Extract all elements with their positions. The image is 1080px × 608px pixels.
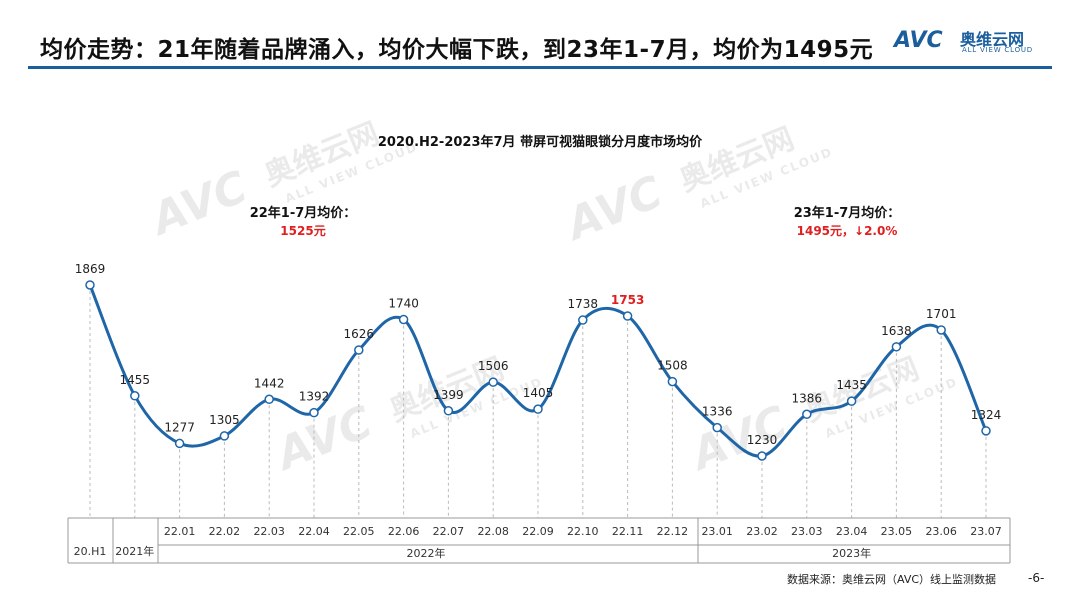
data-label: 1435 [836, 378, 867, 392]
category-tick-label: 22.08 [477, 525, 509, 538]
category-tick-label: 22.01 [164, 525, 196, 538]
data-label: 1399 [433, 388, 464, 402]
logo-cn-text: 奥维云网 [960, 30, 1025, 49]
chart-title: 2020.H2-2023年7月 带屏可视猫眼锁分月度市场均价 [378, 134, 703, 150]
data-label: 1701 [926, 307, 957, 321]
data-point [130, 391, 140, 401]
data-label: 1506 [478, 359, 509, 373]
data-label: 1638 [881, 324, 912, 338]
category-tick-label: 22.10 [567, 525, 599, 538]
watermark-mark: AVC [142, 161, 254, 246]
data-label: 1442 [254, 376, 285, 390]
annotation-heading: 23年1-7月均价： [794, 205, 901, 221]
category-tick-label: 2021年 [115, 544, 154, 558]
slide-title: 均价走势：21年随着品牌涌入，均价大幅下跌，到23年1-7月，均价为1495元 [40, 37, 874, 63]
category-tick-label: 22.05 [343, 525, 375, 538]
data-point [309, 407, 319, 418]
data-point [398, 314, 409, 325]
category-tick-label: 22.09 [522, 525, 554, 538]
category-tick-label: 20.H1 [74, 545, 107, 558]
data-point [85, 280, 95, 290]
data-point [533, 404, 543, 414]
category-tick-label: 22.04 [298, 525, 330, 538]
data-label: 1336 [702, 405, 733, 419]
watermark-mark: AVC [557, 166, 669, 251]
data-point [712, 422, 722, 433]
data-point [981, 426, 991, 436]
data-label: 1230 [747, 433, 778, 447]
category-tick-label: 22.06 [388, 525, 420, 538]
data-point [936, 325, 946, 335]
data-label: 1626 [344, 327, 375, 341]
data-label: 1869 [75, 262, 106, 276]
annotation-value: 1525元 [280, 224, 325, 238]
data-label: 1508 [657, 359, 688, 373]
data-point [354, 345, 364, 355]
category-tick-label: 22.03 [253, 525, 285, 538]
data-point [264, 394, 274, 405]
data-label: 1753 [611, 293, 644, 307]
data-label: 1324 [971, 408, 1002, 422]
category-tick-label: 22.11 [612, 525, 644, 538]
category-tick-label: 22.02 [209, 525, 241, 538]
data-point [667, 376, 678, 387]
data-point [174, 438, 185, 449]
data-point [622, 311, 633, 321]
data-label: 1455 [120, 373, 151, 387]
data-label: 1405 [523, 386, 554, 400]
data-label: 1738 [568, 297, 599, 311]
data-point [891, 342, 902, 352]
category-tick-label: 22.07 [433, 525, 465, 538]
data-label: 1277 [164, 420, 195, 434]
data-label: 1305 [209, 413, 240, 427]
data-point [488, 377, 498, 387]
annotation-value: 1495元，↓2.0% [797, 224, 898, 238]
category-axis: 20.H1 2021年 22.01 22.02 22.03 22.04 22.05 22.06… [67, 517, 1011, 564]
page-number: -6- [1028, 571, 1045, 585]
category-tick-label: 23.01 [701, 525, 733, 538]
data-point [443, 406, 454, 416]
category-tick-label: 23.07 [970, 525, 1002, 538]
category-tick-label: 22.12 [657, 525, 689, 538]
category-tick-label: 23.03 [791, 525, 823, 538]
watermark-mark: AVC [267, 396, 379, 481]
data-point [757, 451, 767, 461]
category-tick-label: 23.06 [925, 525, 957, 538]
data-label: 1740 [388, 297, 419, 311]
brand-logo: AVC 奥维云网 ALL VIEW CLOUD [894, 24, 1064, 58]
category-tick-label: 23.04 [836, 525, 868, 538]
group-label: 2022年 [407, 546, 446, 560]
data-source-note: 数据来源：奥维云网（AVC）线上监测数据 [787, 573, 997, 586]
category-tick-label: 23.02 [746, 525, 778, 538]
data-point [802, 409, 812, 420]
data-label: 1386 [792, 391, 823, 405]
annotation-layer: 22年1-7月均价： 1525元 23年1-7月均价： 1495元，↓2.0% [250, 205, 901, 238]
data-point [846, 396, 857, 406]
data-labels: 1869 1455 1277 1305 1442 1392 1626 1740 1399 1506… [75, 262, 1002, 447]
logo-en-text: ALL VIEW CLOUD [962, 46, 1033, 54]
logo-mark: AVC [894, 28, 943, 53]
annotation-heading: 22年1-7月均价： [250, 205, 357, 221]
data-label: 1392 [299, 390, 330, 404]
data-points [85, 280, 991, 461]
category-tick-label: 23.05 [881, 525, 913, 538]
title-divider [28, 66, 1052, 69]
data-point [578, 315, 588, 325]
dropline-layer [89, 291, 987, 518]
group-label: 2023年 [832, 546, 871, 560]
data-point [219, 431, 230, 441]
